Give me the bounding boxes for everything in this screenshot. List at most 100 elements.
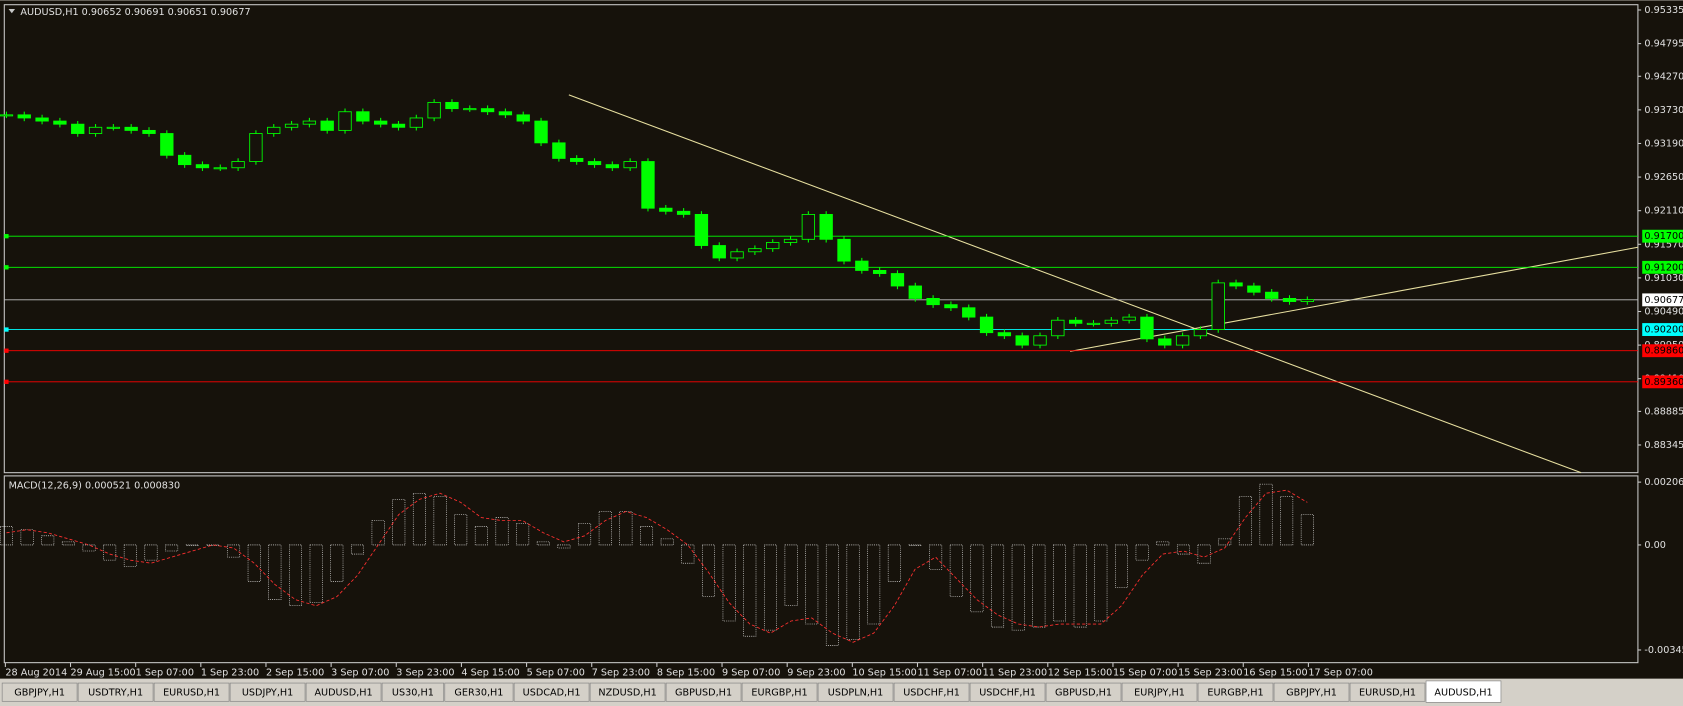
tab-label[interactable]: USDCAD,H1 (523, 688, 581, 699)
tab[interactable] (665, 682, 742, 702)
candle (623, 161, 637, 169)
macd-bar (598, 511, 612, 546)
price-pane (3, 4, 1639, 474)
y-tick-label: 0.00 (1644, 540, 1666, 551)
macd-bar (165, 544, 179, 552)
tab[interactable] (1045, 682, 1122, 702)
tab-label[interactable]: US30,H1 (392, 688, 434, 699)
tab-label[interactable]: GBPJPY,H1 (14, 688, 65, 699)
macd-bar (763, 544, 777, 631)
candle (445, 101, 459, 110)
tab[interactable] (1425, 680, 1502, 703)
candle (890, 273, 905, 287)
candle (391, 123, 406, 128)
tab[interactable] (1, 682, 78, 702)
tab[interactable] (741, 682, 818, 702)
candle (71, 123, 85, 134)
y-tick-label: 0.88885 (1644, 406, 1683, 417)
candle (587, 161, 602, 166)
macd-bar (185, 544, 199, 546)
level-marker (4, 327, 9, 332)
x-tick-label: 9 Sep 23:00 (787, 667, 845, 678)
candle (213, 167, 227, 170)
tab[interactable] (1121, 682, 1198, 702)
candle (1282, 298, 1297, 302)
candle (855, 260, 869, 271)
candle (659, 207, 673, 212)
tab-label[interactable]: USDCHF,H1 (903, 688, 960, 699)
candle (944, 304, 958, 309)
tab-label[interactable]: NZDUSD,H1 (598, 688, 656, 699)
tab-label[interactable]: AUDUSD,H1 (314, 688, 372, 699)
macd-bar (289, 544, 302, 607)
tab-label[interactable]: USDCHF,H1 (979, 688, 1036, 699)
tab-label[interactable]: EURGBP,H1 (1207, 688, 1263, 699)
macd-bar (784, 544, 798, 607)
tab-label[interactable]: GBPUSD,H1 (675, 688, 732, 699)
candle (979, 316, 994, 334)
tab-label[interactable]: GBPJPY,H1 (1286, 688, 1337, 699)
tab-label[interactable]: EURUSD,H1 (163, 688, 220, 699)
tab[interactable] (229, 682, 306, 702)
tab-label[interactable]: EURJPY,H1 (1134, 688, 1185, 699)
tab-label[interactable]: USDTRY,H1 (88, 688, 143, 699)
level-marker (4, 265, 9, 270)
macd-bar (929, 544, 943, 570)
candle (0, 114, 14, 117)
candle (748, 248, 762, 253)
tab[interactable] (893, 682, 970, 702)
tab[interactable] (381, 682, 445, 702)
tab-label[interactable]: USDPLN,H1 (828, 688, 884, 699)
tab-label[interactable]: USDJPY,H1 (242, 688, 293, 699)
macd-bar (660, 538, 674, 546)
candle (926, 298, 940, 306)
x-tick-label: 7 Sep 23:00 (592, 667, 650, 678)
level-label-box (1642, 344, 1683, 358)
tab[interactable] (77, 682, 154, 702)
macd-bar (227, 544, 241, 558)
tab-label[interactable]: AUDUSD,H1 (1434, 688, 1492, 699)
tab[interactable] (969, 682, 1046, 702)
candle (88, 126, 103, 134)
y-tick-label: 0.90490 (1644, 306, 1683, 317)
macd-bar (206, 544, 220, 546)
tab[interactable] (589, 682, 666, 702)
tab[interactable] (1273, 682, 1350, 702)
tab[interactable] (444, 682, 514, 702)
level-marker (4, 379, 9, 384)
tab[interactable] (513, 682, 590, 702)
macd-bar (474, 526, 488, 546)
candle (962, 307, 976, 318)
tab[interactable] (153, 682, 230, 702)
macd-bar (495, 517, 509, 546)
candle (1175, 335, 1190, 346)
macd-bar (743, 544, 757, 637)
candle (160, 133, 174, 156)
macd-bar (887, 544, 901, 582)
tab-label[interactable]: GBPUSD,H1 (1055, 688, 1112, 699)
tab-label[interactable]: GER30,H1 (454, 688, 503, 699)
tab-label[interactable]: EURUSD,H1 (1359, 688, 1416, 699)
x-tick-label: 28 Aug 2014 (5, 667, 67, 678)
macd-signal (6, 489, 1308, 643)
candle (1068, 319, 1083, 324)
candle (516, 114, 530, 122)
tab[interactable] (817, 682, 894, 702)
tab[interactable] (305, 682, 382, 702)
x-tick-label: 10 Sep 15:00 (852, 667, 916, 678)
tab[interactable] (1197, 682, 1274, 702)
tab-label[interactable]: EURGBP,H1 (751, 688, 807, 699)
macd-bar (1280, 496, 1294, 546)
macd-bar (309, 544, 323, 603)
macd-bar (330, 544, 344, 582)
candle (1086, 322, 1101, 325)
macd-bar (825, 544, 839, 646)
candle (1104, 319, 1118, 324)
candle (356, 111, 370, 122)
x-tick-label: 17 Sep 07:00 (1308, 667, 1372, 678)
tab[interactable] (1349, 682, 1426, 702)
trend-line (1070, 246, 1639, 352)
candle (641, 161, 655, 209)
candle (480, 108, 495, 113)
candle (712, 245, 726, 259)
